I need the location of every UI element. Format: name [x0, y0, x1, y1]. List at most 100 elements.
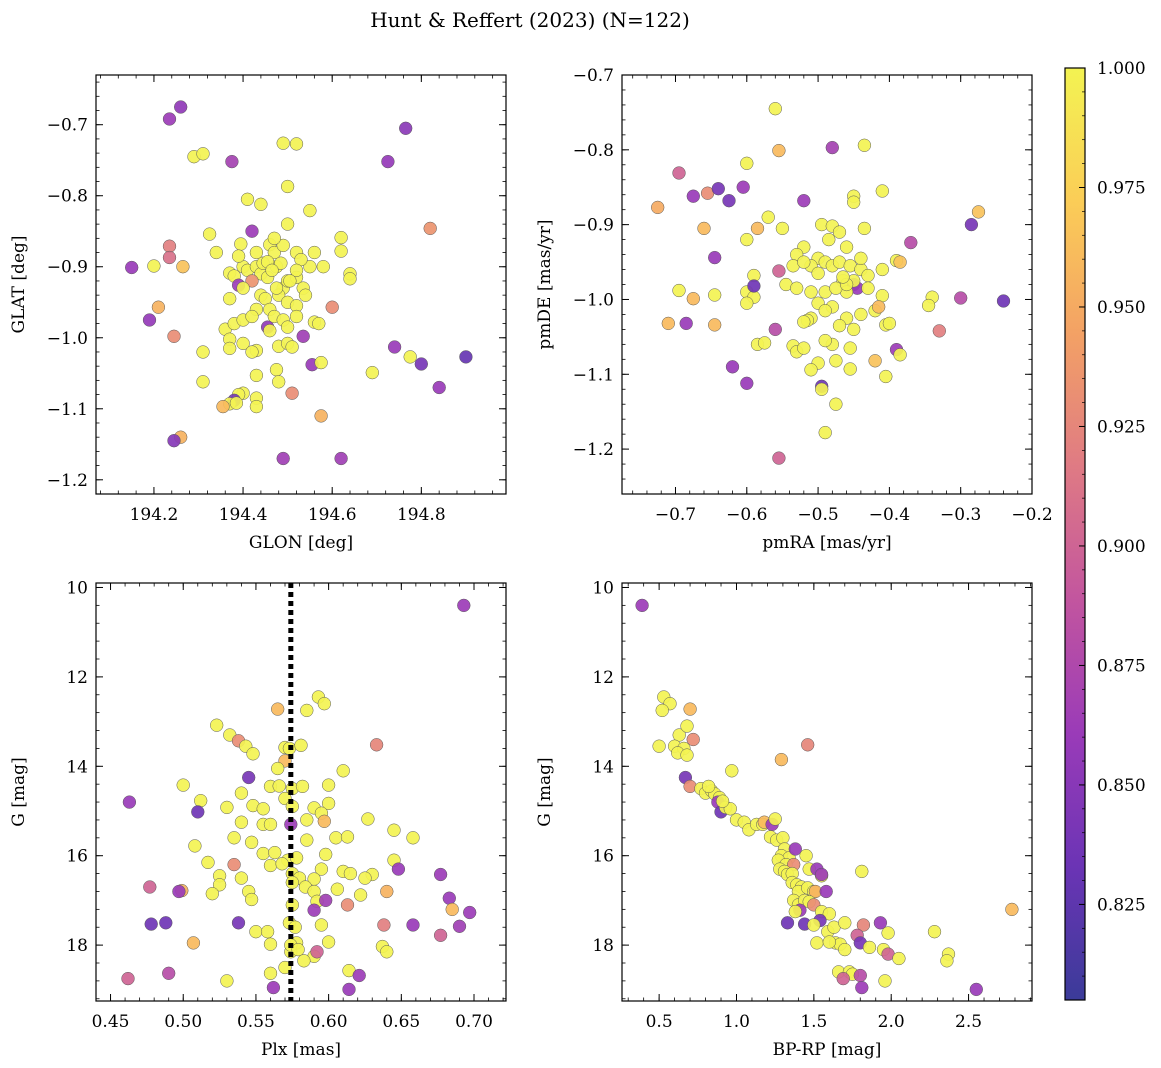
data-point — [151, 300, 166, 314]
data-point — [314, 355, 328, 370]
data-point — [227, 857, 241, 872]
data-point — [321, 935, 336, 949]
data-point — [818, 304, 832, 318]
data-point — [167, 434, 181, 448]
data-point — [240, 192, 255, 206]
data-point — [296, 329, 310, 343]
data-point — [387, 823, 401, 837]
data-point — [855, 864, 869, 879]
data-point — [875, 289, 889, 303]
y-axis-label: G [mag] — [9, 757, 29, 826]
data-point — [829, 397, 843, 411]
data-point — [423, 221, 437, 236]
data-point — [843, 362, 857, 376]
data-point — [336, 764, 350, 778]
y-tick-label: −0.9 — [47, 258, 88, 278]
colorbar-tick-label: 0.850 — [1097, 776, 1146, 796]
data-point — [772, 451, 786, 465]
y-tick-label: −1.2 — [573, 440, 614, 460]
data-point — [452, 919, 467, 933]
data-point — [971, 205, 986, 219]
data-point — [314, 409, 328, 423]
data-point — [205, 887, 219, 901]
x-tick-label: −0.7 — [655, 505, 696, 525]
data-point — [836, 270, 850, 284]
data-point — [872, 300, 886, 314]
data-point — [463, 905, 477, 920]
data-point — [680, 719, 694, 733]
data-point — [191, 805, 205, 819]
data-point — [861, 281, 875, 295]
data-point — [234, 786, 249, 800]
data-point — [847, 322, 861, 337]
data-point — [857, 221, 872, 236]
data-point — [861, 268, 875, 283]
x-tick-label: 2.0 — [878, 1012, 905, 1032]
x-tick-label: 194.6 — [308, 505, 357, 525]
data-point — [829, 354, 843, 368]
data-point — [295, 779, 310, 794]
data-point — [875, 184, 889, 198]
data-point — [269, 363, 284, 377]
data-point — [276, 136, 290, 150]
y-tick-label: −1.1 — [573, 365, 614, 385]
data-point — [818, 425, 832, 440]
y-tick-label: −1.2 — [47, 471, 88, 491]
data-point — [921, 298, 936, 313]
data-point — [768, 322, 782, 337]
data-point — [245, 345, 259, 359]
data-point — [298, 288, 313, 302]
data-point — [797, 341, 811, 355]
data-point — [244, 892, 259, 907]
data-point — [231, 916, 246, 930]
data-point — [873, 916, 888, 930]
data-point — [854, 251, 868, 265]
data-point — [176, 260, 190, 274]
data-point — [236, 281, 250, 295]
data-point — [857, 138, 872, 152]
data-point — [862, 940, 877, 955]
y-tick-label: 10 — [592, 578, 614, 598]
data-point — [212, 878, 227, 892]
points — [125, 100, 473, 466]
data-point — [244, 835, 259, 849]
y-tick-label: −1.1 — [47, 400, 88, 420]
data-point — [271, 702, 285, 716]
data-point — [144, 917, 158, 931]
data-point — [1005, 902, 1019, 917]
data-point — [380, 884, 394, 899]
data-point — [234, 871, 249, 885]
data-point — [268, 845, 282, 860]
y-axis-label: G [mag] — [535, 757, 555, 826]
data-point — [285, 386, 299, 400]
data-point — [788, 904, 802, 919]
data-point — [807, 918, 821, 932]
colorbar-tick-label: 0.875 — [1097, 656, 1146, 676]
colorbar-gradient — [1064, 67, 1086, 1001]
y-tick-label: −0.7 — [573, 66, 614, 86]
data-point — [457, 598, 471, 613]
data-point — [736, 180, 750, 194]
data-point — [799, 849, 813, 863]
data-point — [825, 140, 839, 155]
data-point — [414, 357, 428, 371]
data-point — [761, 210, 775, 224]
data-point — [818, 333, 832, 348]
figure-title: Hunt & Reffert (2023) (N=122) — [370, 8, 690, 32]
data-point — [317, 814, 331, 828]
data-point — [768, 102, 782, 116]
data-point — [162, 112, 177, 126]
y-tick-label: −0.8 — [47, 187, 88, 207]
data-point — [142, 313, 157, 327]
data-point — [186, 936, 201, 950]
data-point — [300, 813, 314, 827]
data-point — [652, 739, 666, 753]
axes-frame — [95, 74, 507, 495]
data-point — [256, 802, 270, 816]
data-point — [285, 340, 299, 354]
x-tick-label: 0.65 — [382, 1012, 420, 1032]
data-point — [804, 285, 818, 299]
data-point — [881, 926, 895, 940]
data-point — [334, 244, 348, 258]
data-point — [797, 194, 811, 208]
